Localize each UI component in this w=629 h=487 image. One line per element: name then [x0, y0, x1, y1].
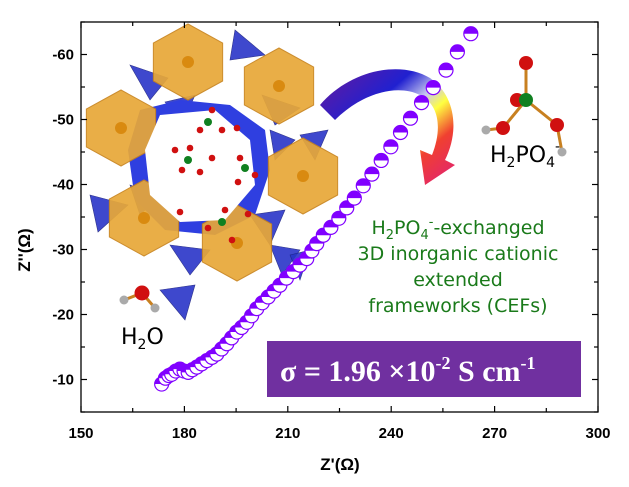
curved-arrow-icon	[320, 69, 455, 185]
guest-atom	[241, 164, 249, 172]
water-label: H2O	[121, 325, 164, 353]
metal-atom	[115, 122, 127, 134]
x-tick-label: 300	[585, 425, 610, 442]
x-tick-labels: 150 180 210 240 270 300	[68, 425, 610, 442]
guest-atom	[221, 206, 229, 214]
y-axis-label: Z''(Ω)	[15, 228, 34, 271]
guest-atom	[236, 154, 244, 162]
metal-atom	[138, 212, 150, 224]
water-molecule-icon	[119, 285, 160, 313]
description-line-2: 3D inorganic cationic	[358, 243, 559, 265]
guest-atom	[208, 154, 216, 162]
y-tick-label: -10	[52, 372, 74, 389]
description-line-1: H2PO4--exchanged	[371, 215, 544, 243]
y-tick-label: -60	[52, 47, 74, 64]
data-point	[438, 62, 454, 78]
data-point	[355, 178, 371, 194]
guest-atom	[218, 218, 226, 226]
phosphate-molecule-icon	[481, 56, 567, 157]
data-point	[364, 166, 380, 182]
y-tick-label: -50	[52, 112, 74, 129]
guest-atom	[178, 166, 186, 174]
guest-atom	[176, 208, 184, 216]
conductivity-label: σ = 1.96 ×10-2 S cm-1	[280, 353, 536, 388]
metal-atom	[297, 170, 309, 182]
guest-atom	[196, 168, 204, 176]
pore	[145, 110, 255, 222]
data-point	[413, 94, 430, 111]
y-tick-label: -20	[52, 307, 74, 324]
guest-atom	[184, 156, 192, 164]
anion-label: H2PO4-	[490, 139, 560, 171]
x-tick-label: 270	[482, 425, 507, 442]
guest-atom	[204, 118, 212, 126]
x-tick-label: 240	[379, 425, 404, 442]
description-line-4: frameworks (CEFs)	[368, 295, 547, 317]
metal-atom	[273, 80, 285, 92]
guest-atom	[171, 146, 179, 154]
data-point	[425, 80, 441, 96]
tetrahedron	[269, 244, 301, 276]
y-tick-label: -30	[52, 242, 74, 259]
data-point	[331, 210, 347, 226]
tetrahedron	[169, 244, 211, 276]
data-point	[373, 152, 389, 169]
y-tick-labels: -60 -50 -40 -30 -20 -10	[52, 47, 74, 389]
axis-ticks	[80, 21, 599, 413]
data-point	[383, 139, 399, 155]
guest-atom	[233, 124, 241, 132]
guest-atom	[186, 144, 194, 152]
data-series	[154, 26, 479, 392]
metal-atom	[182, 56, 194, 68]
description-text: H2PO4--exchanged 3D inorganic cationic e…	[358, 215, 559, 317]
guest-atom	[204, 224, 212, 232]
guest-atom	[196, 126, 204, 134]
tetrahedron	[229, 29, 266, 61]
data-point	[402, 110, 419, 126]
x-tick-label: 150	[68, 425, 93, 442]
data-point	[392, 124, 409, 141]
guest-atom	[218, 126, 226, 134]
data-point	[346, 190, 362, 206]
y-tick-label: -40	[52, 177, 74, 194]
conductivity-box	[267, 341, 581, 397]
framework-illustration	[85, 23, 339, 321]
guest-atom	[228, 236, 236, 244]
guest-atom	[251, 171, 259, 179]
tetrahedron	[129, 64, 169, 101]
guest-atom	[208, 106, 216, 114]
orange-polyhedra	[85, 23, 339, 282]
x-tick-label: 180	[172, 425, 197, 442]
guest-atom	[234, 178, 242, 186]
guest-molecules	[171, 106, 259, 244]
x-axis-label: Z'(Ω)	[320, 455, 359, 474]
data-point	[449, 44, 465, 60]
description-line-3: extended	[413, 269, 503, 291]
guest-atom	[244, 210, 252, 218]
x-tick-label: 210	[275, 425, 300, 442]
data-point	[463, 26, 479, 42]
tetrahedron	[159, 284, 196, 321]
